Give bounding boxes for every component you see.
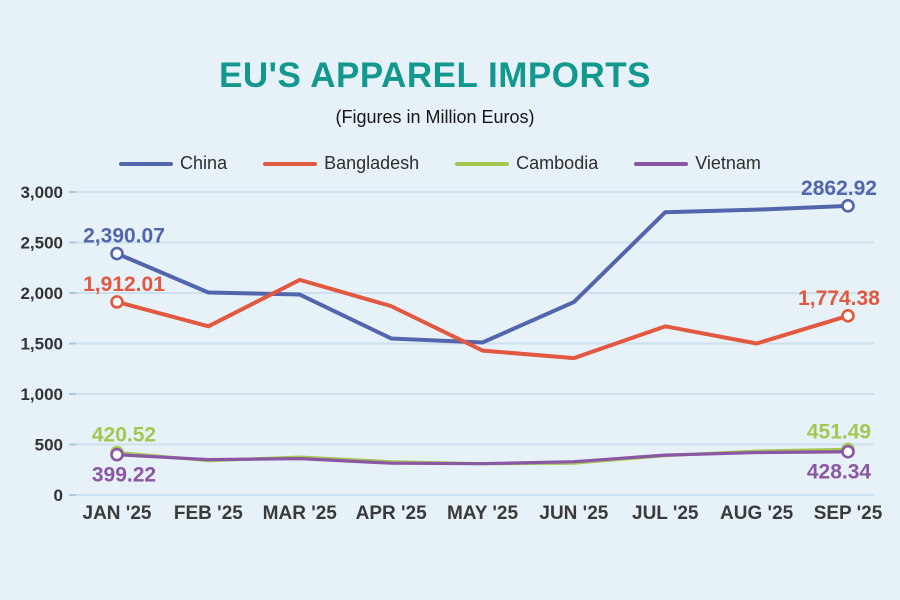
x-axis-label: MAR '25 bbox=[263, 503, 338, 524]
chart-canvas: 0 500 1,000 1,500 2,000 2,500 3,000 JAN '25 FEB … bbox=[20, 177, 883, 524]
x-axis-label: FEB '25 bbox=[174, 503, 243, 524]
legend-swatch-bangladesh bbox=[263, 161, 318, 166]
value-label-bangladesh: 1,774.38 bbox=[798, 287, 880, 310]
legend-label-cambodia: Cambodia bbox=[516, 153, 599, 173]
x-axis-label: JAN '25 bbox=[83, 503, 152, 524]
legend-item-cambodia: Cambodia bbox=[455, 153, 598, 174]
value-label-bangladesh: 1,912.01 bbox=[83, 273, 165, 296]
y-axis-label: 3,000 bbox=[20, 183, 63, 202]
value-label-china: 2,390.07 bbox=[83, 225, 165, 248]
x-axis-label: MAY '25 bbox=[447, 503, 518, 524]
value-label-vietnam: 399.22 bbox=[92, 464, 156, 487]
y-axis-label: 2,500 bbox=[20, 234, 63, 253]
legend-label-bangladesh: Bangladesh bbox=[324, 153, 420, 173]
legend-item-china: China bbox=[119, 153, 227, 174]
x-axis-label: APR '25 bbox=[356, 503, 427, 524]
y-axis-label: 500 bbox=[35, 436, 63, 455]
value-label-vietnam: 428.34 bbox=[807, 461, 872, 484]
y-axis-label: 0 bbox=[54, 486, 63, 505]
series-line-vietnam bbox=[115, 450, 850, 466]
chart-subtitle: (Figures in Million Euros) bbox=[335, 107, 535, 127]
x-axis-label: SEP '25 bbox=[814, 503, 883, 524]
x-axis-label: JUN '25 bbox=[539, 503, 608, 524]
legend-swatch-vietnam bbox=[634, 161, 689, 166]
series-line-bangladesh bbox=[115, 277, 850, 361]
endpoint-marker-china bbox=[110, 246, 124, 261]
endpoint-marker-china bbox=[841, 199, 855, 213]
endpoint-marker-vietnam bbox=[110, 447, 124, 462]
value-label-cambodia: 451.49 bbox=[807, 420, 871, 443]
legend-item-bangladesh: Bangladesh bbox=[263, 153, 419, 174]
y-axis-label: 1,500 bbox=[20, 335, 63, 354]
value-label-cambodia: 420.52 bbox=[92, 424, 156, 447]
legend-item-vietnam: Vietnam bbox=[634, 153, 761, 174]
chart-title: EU'S APPAREL IMPORTS bbox=[219, 56, 651, 95]
x-axis-label: AUG '25 bbox=[720, 503, 794, 524]
legend-swatch-china bbox=[119, 161, 174, 166]
y-axis-label: 2,000 bbox=[20, 284, 63, 303]
endpoint-marker-vietnam bbox=[841, 444, 855, 459]
y-axis-label: 1,000 bbox=[20, 385, 63, 404]
legend: China Bangladesh Cambodia Vietnam bbox=[0, 153, 880, 174]
series-line-china bbox=[115, 203, 850, 345]
endpoint-marker-bangladesh bbox=[110, 295, 124, 309]
legend-swatch-cambodia bbox=[455, 161, 510, 166]
legend-label-china: China bbox=[180, 153, 228, 173]
legend-label-vietnam: Vietnam bbox=[695, 153, 761, 173]
value-label-china: 2862.92 bbox=[801, 177, 877, 200]
endpoint-marker-bangladesh bbox=[841, 308, 855, 323]
x-axis-label: JUL '25 bbox=[632, 503, 699, 524]
